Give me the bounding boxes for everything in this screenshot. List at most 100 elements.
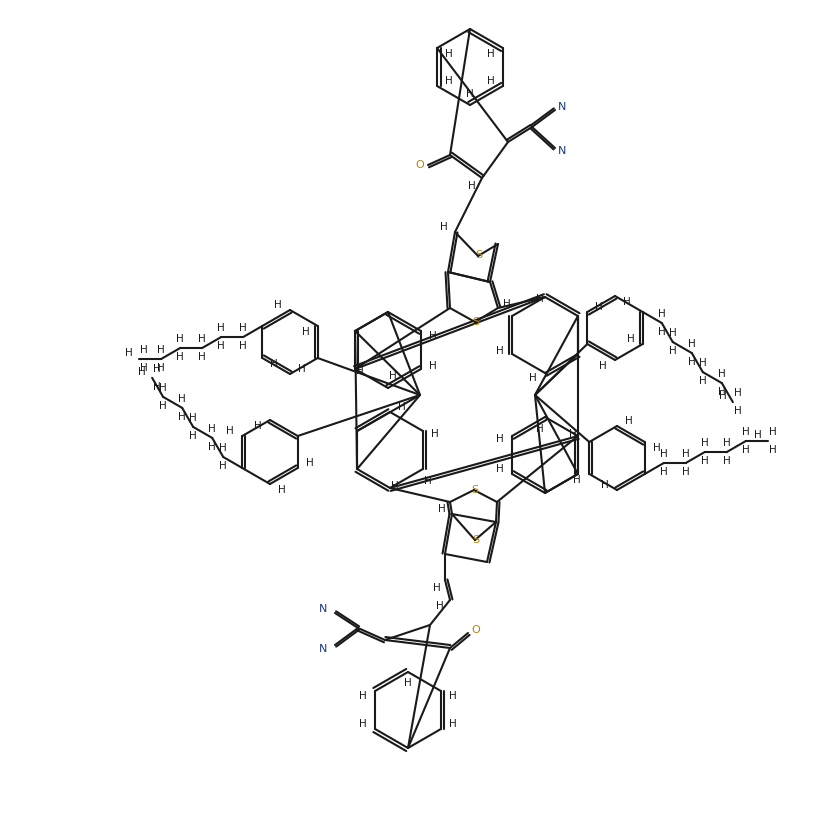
- Text: H: H: [659, 449, 667, 459]
- Text: H: H: [536, 424, 543, 434]
- Text: S: S: [471, 485, 478, 495]
- Text: H: H: [176, 352, 183, 362]
- Text: H: H: [391, 481, 398, 491]
- Text: H: H: [254, 421, 261, 431]
- Text: H: H: [428, 331, 437, 341]
- Text: H: H: [595, 302, 603, 312]
- Text: H: H: [572, 475, 581, 485]
- Text: H: H: [445, 49, 452, 59]
- Text: H: H: [624, 416, 632, 426]
- Text: H: H: [159, 383, 167, 393]
- Text: H: H: [600, 480, 609, 490]
- Text: H: H: [698, 358, 706, 368]
- Text: H: H: [722, 456, 730, 466]
- Text: H: H: [768, 445, 776, 455]
- Text: H: H: [125, 348, 133, 358]
- Text: H: H: [722, 438, 730, 448]
- Text: H: H: [178, 412, 186, 422]
- Text: H: H: [465, 89, 473, 99]
- Text: H: H: [138, 367, 146, 376]
- Text: H: H: [700, 456, 708, 466]
- Text: N: N: [319, 604, 327, 614]
- Text: H: H: [622, 297, 630, 307]
- Text: H: H: [198, 334, 206, 344]
- Text: H: H: [389, 371, 396, 381]
- Text: N: N: [319, 644, 327, 654]
- Text: H: H: [717, 387, 725, 397]
- Text: H: H: [398, 402, 405, 412]
- Text: H: H: [270, 359, 278, 369]
- Text: H: H: [153, 364, 161, 374]
- Text: O: O: [415, 160, 424, 170]
- Text: H: H: [445, 76, 452, 86]
- Text: H: H: [359, 691, 367, 701]
- Text: H: H: [468, 181, 475, 191]
- Text: H: H: [733, 406, 741, 416]
- Text: H: H: [208, 424, 216, 434]
- Text: H: H: [219, 461, 227, 471]
- Text: H: H: [301, 327, 310, 337]
- Text: H: H: [437, 504, 446, 514]
- Text: H: H: [239, 323, 247, 333]
- Text: H: H: [159, 401, 167, 411]
- Text: H: H: [226, 426, 234, 436]
- Text: H: H: [486, 49, 494, 59]
- Text: H: H: [568, 429, 576, 439]
- Text: H: H: [733, 388, 741, 398]
- Text: S: S: [475, 250, 482, 260]
- Text: H: H: [681, 467, 689, 477]
- Text: H: H: [219, 443, 227, 453]
- Text: H: H: [668, 346, 676, 356]
- Text: H: H: [698, 376, 706, 386]
- Text: H: H: [198, 352, 206, 362]
- Text: N: N: [557, 146, 565, 156]
- Text: H: H: [657, 309, 665, 319]
- Text: H: H: [208, 442, 216, 452]
- Text: N: N: [557, 102, 565, 112]
- Text: H: H: [153, 382, 161, 392]
- Text: O: O: [471, 625, 480, 635]
- Text: H: H: [157, 345, 165, 355]
- Text: H: H: [528, 373, 536, 383]
- Text: H: H: [298, 364, 305, 374]
- Text: H: H: [355, 366, 364, 376]
- Text: H: H: [432, 583, 441, 593]
- Text: H: H: [217, 341, 225, 351]
- Text: H: H: [404, 678, 411, 688]
- Text: H: H: [140, 363, 147, 373]
- Text: H: H: [176, 334, 183, 344]
- Text: H: H: [431, 429, 438, 439]
- Text: H: H: [274, 300, 282, 310]
- Text: H: H: [503, 299, 510, 309]
- Text: H: H: [486, 76, 494, 86]
- Text: H: H: [741, 427, 749, 437]
- Text: H: H: [700, 438, 708, 448]
- Text: H: H: [278, 485, 286, 495]
- Text: H: H: [536, 294, 543, 304]
- Text: H: H: [157, 363, 165, 373]
- Text: H: H: [753, 430, 761, 440]
- Text: H: H: [449, 719, 456, 729]
- Text: H: H: [436, 601, 443, 611]
- Text: H: H: [659, 467, 667, 477]
- Text: H: H: [718, 391, 726, 401]
- Text: H: H: [717, 369, 725, 379]
- Text: H: H: [189, 413, 197, 423]
- Text: H: H: [668, 328, 676, 338]
- Text: H: H: [495, 464, 504, 474]
- Text: H: H: [681, 449, 689, 459]
- Text: H: H: [687, 339, 695, 349]
- Text: S: S: [472, 317, 479, 327]
- Text: H: H: [449, 691, 456, 701]
- Text: H: H: [189, 431, 197, 441]
- Text: H: H: [652, 443, 660, 453]
- Text: S: S: [472, 535, 479, 545]
- Text: H: H: [440, 222, 447, 232]
- Text: H: H: [741, 445, 749, 455]
- Text: H: H: [305, 458, 313, 468]
- Text: H: H: [239, 341, 247, 351]
- Text: H: H: [217, 323, 225, 333]
- Text: H: H: [599, 361, 606, 371]
- Text: H: H: [626, 334, 634, 344]
- Text: H: H: [495, 434, 504, 444]
